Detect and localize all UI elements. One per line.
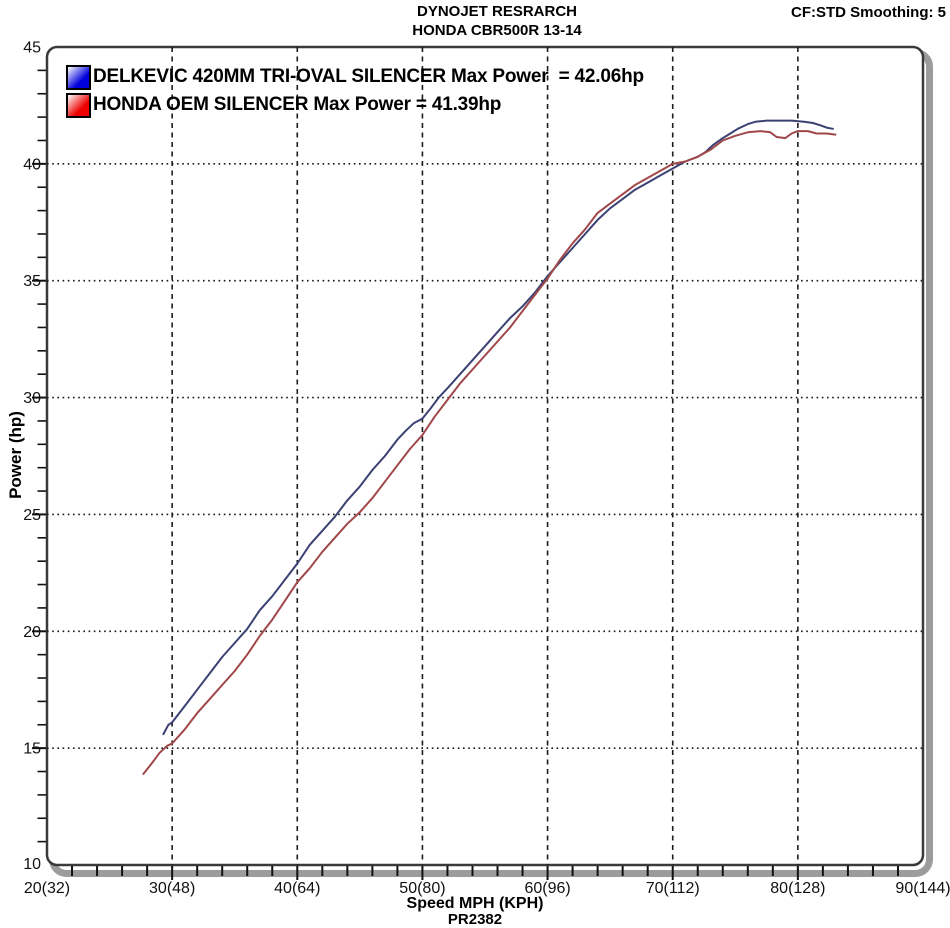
x-tick-label: 50(80) xyxy=(399,880,445,897)
x-tick-label: 30(48) xyxy=(149,880,195,897)
y-tick-label: 40 xyxy=(23,156,41,173)
x-tick-label: 40(64) xyxy=(274,880,320,897)
y-tick-label: 30 xyxy=(23,390,41,407)
honda-oem-series-label: HONDA OEM SILENCER Max Power = 41.39hp xyxy=(93,94,502,115)
y-tick-label: 25 xyxy=(23,507,41,524)
y-tick-label: 15 xyxy=(23,741,41,758)
delkevic-series-label: DELKEVIC 420MM TRI-OVAL SILENCER Max Pow… xyxy=(93,66,644,87)
plot-frame xyxy=(45,45,925,867)
honda-oem-series-swatch-icon xyxy=(66,92,91,118)
x-axis-title: Speed MPH (KPH) xyxy=(406,895,544,912)
chart-title-block: DYNOJET RESRARCH HONDA CBR500R 13-14 xyxy=(47,2,947,40)
y-tick-label: 20 xyxy=(23,624,41,641)
x-tick-label: 90(144) xyxy=(895,880,950,897)
x-tick-label: 20(32) xyxy=(24,880,70,897)
x-tick-label: 60(96) xyxy=(524,880,570,897)
legend-row-delkevic: DELKEVIC 420MM TRI-OVAL SILENCER Max Pow… xyxy=(66,63,644,91)
run-id-label: PR2382 xyxy=(447,911,503,928)
title-line-2: HONDA CBR500R 13-14 xyxy=(412,22,582,39)
correction-smoothing-label: CF:STD Smoothing: 5 xyxy=(791,4,946,21)
y-axis-title: Power (hp) xyxy=(6,411,25,499)
delkevic-power-curve xyxy=(162,119,834,736)
y-tick-label: 35 xyxy=(23,273,41,290)
title-line-1: DYNOJET RESRARCH xyxy=(416,3,578,20)
x-tick-label: 80(128) xyxy=(770,880,825,897)
legend-row-honda-oem: HONDA OEM SILENCER Max Power = 41.39hp xyxy=(66,91,644,119)
x-tick-label: 70(112) xyxy=(646,880,700,897)
y-tick-label: 10 xyxy=(23,856,41,873)
honda-oem-power-curve xyxy=(142,130,837,775)
legend: DELKEVIC 420MM TRI-OVAL SILENCER Max Pow… xyxy=(66,63,644,119)
y-tick-label: 45 xyxy=(23,40,41,57)
delkevic-series-swatch-icon xyxy=(66,64,91,90)
